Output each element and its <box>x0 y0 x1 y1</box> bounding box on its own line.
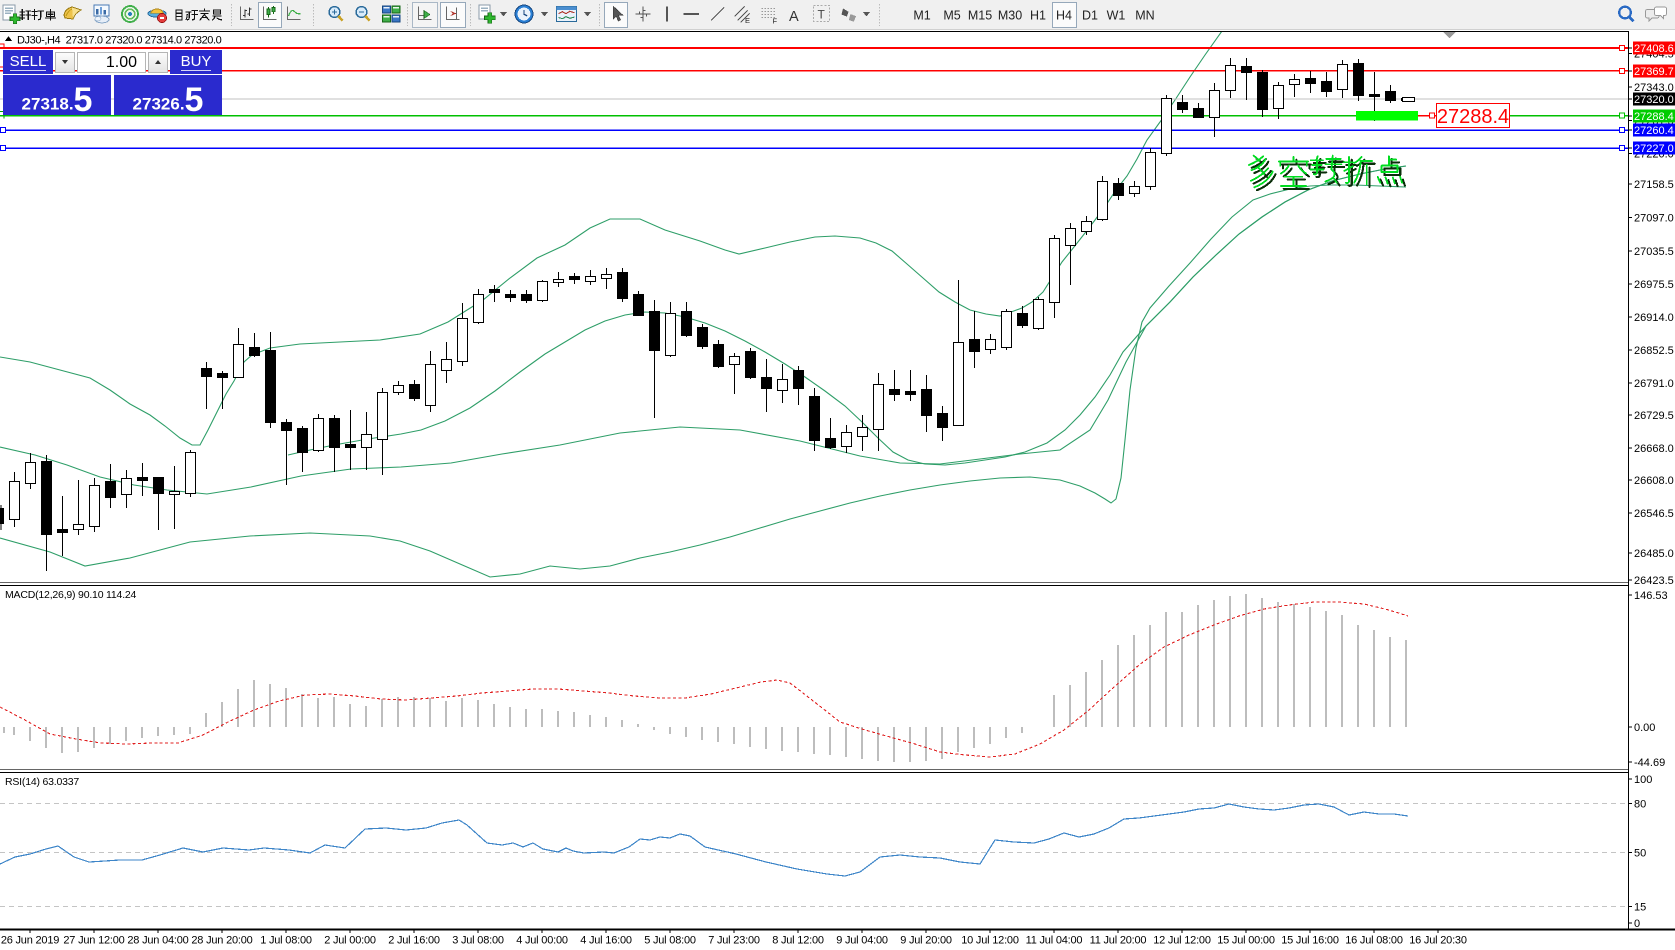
svg-text:27288.4: 27288.4 <box>1437 106 1509 128</box>
svg-text:26423.5: 26423.5 <box>1634 575 1674 587</box>
svg-text:28 Jun 20:00: 28 Jun 20:00 <box>191 935 252 947</box>
svg-text:12 Jul 12:00: 12 Jul 12:00 <box>1153 935 1211 947</box>
svg-text:M15: M15 <box>968 9 992 23</box>
svg-text:A: A <box>789 9 799 25</box>
svg-text:26485.0: 26485.0 <box>1634 548 1674 560</box>
svg-text:11 Jul 20:00: 11 Jul 20:00 <box>1090 935 1147 947</box>
svg-text:W1: W1 <box>1107 9 1126 23</box>
svg-text:T: T <box>818 8 826 22</box>
svg-text:27227.0: 27227.0 <box>1634 143 1674 155</box>
svg-text:27097.0: 27097.0 <box>1634 212 1674 224</box>
svg-text:27320.0: 27320.0 <box>1634 94 1674 106</box>
svg-text:15 Jul 00:00: 15 Jul 00:00 <box>1217 935 1275 947</box>
svg-text:27369.7: 27369.7 <box>1634 66 1674 78</box>
svg-text:16 Jul 20:30: 16 Jul 20:30 <box>1409 935 1467 947</box>
svg-text:9 Jul 20:00: 9 Jul 20:00 <box>900 935 952 947</box>
svg-text:2 Jul 00:00: 2 Jul 00:00 <box>324 935 376 947</box>
svg-text:28 Jun 04:00: 28 Jun 04:00 <box>127 935 188 947</box>
svg-text:5 Jul 08:00: 5 Jul 08:00 <box>644 935 696 947</box>
svg-text:4 Jul 00:00: 4 Jul 00:00 <box>516 935 568 947</box>
svg-text:26729.5: 26729.5 <box>1634 410 1674 422</box>
svg-text:E: E <box>745 16 750 25</box>
svg-text:M5: M5 <box>943 9 960 23</box>
svg-text:27158.5: 27158.5 <box>1634 179 1674 191</box>
svg-text:MN: MN <box>1135 9 1154 23</box>
svg-text:27035.5: 27035.5 <box>1634 246 1674 258</box>
svg-text:50: 50 <box>1634 848 1646 860</box>
svg-text:26791.0: 26791.0 <box>1634 378 1674 390</box>
svg-text:11 Jul 04:00: 11 Jul 04:00 <box>1026 935 1083 947</box>
svg-text:26668.0: 26668.0 <box>1634 443 1674 455</box>
svg-text:DJ30-,H4 27317.0 27320.0 2731: DJ30-,H4 27317.0 27320.0 27314.0 27320.0 <box>17 35 222 47</box>
svg-text:9 Jul 04:00: 9 Jul 04:00 <box>836 935 888 947</box>
svg-text:H1: H1 <box>1030 9 1046 23</box>
svg-text:27 Jun 12:00: 27 Jun 12:00 <box>63 935 124 947</box>
svg-text:26 Jun 2019: 26 Jun 2019 <box>1 935 59 947</box>
svg-text:1 Jul 08:00: 1 Jul 08:00 <box>260 935 312 947</box>
svg-text:7 Jul 23:00: 7 Jul 23:00 <box>708 935 760 947</box>
svg-text:10 Jul 12:00: 10 Jul 12:00 <box>961 935 1019 947</box>
svg-text:M1: M1 <box>913 9 930 23</box>
svg-text:100: 100 <box>1634 774 1652 786</box>
svg-text:27288.4: 27288.4 <box>1634 111 1674 123</box>
svg-text:26608.0: 26608.0 <box>1634 475 1674 487</box>
svg-text:4 Jul 16:00: 4 Jul 16:00 <box>580 935 632 947</box>
svg-text:27343.0: 27343.0 <box>1634 82 1674 94</box>
svg-text:26852.5: 26852.5 <box>1634 345 1674 357</box>
svg-text:27408.6: 27408.6 <box>1634 43 1674 55</box>
svg-text:80: 80 <box>1634 799 1646 811</box>
svg-text:3 Jul 08:00: 3 Jul 08:00 <box>452 935 504 947</box>
svg-text:26546.5: 26546.5 <box>1634 508 1674 520</box>
svg-text:H4: H4 <box>1056 9 1072 23</box>
svg-text:16 Jul 08:00: 16 Jul 08:00 <box>1345 935 1403 947</box>
svg-text:15: 15 <box>1634 902 1646 914</box>
svg-text:26975.5: 26975.5 <box>1634 279 1674 291</box>
svg-text:2 Jul 16:00: 2 Jul 16:00 <box>388 935 440 947</box>
svg-text:26914.0: 26914.0 <box>1634 312 1674 324</box>
svg-text:MACD(12,26,9) 90.10 114.24: MACD(12,26,9) 90.10 114.24 <box>5 589 137 601</box>
svg-text:8 Jul 12:00: 8 Jul 12:00 <box>772 935 824 947</box>
svg-text:-44.69: -44.69 <box>1634 757 1665 769</box>
svg-text:27260.4: 27260.4 <box>1634 125 1674 137</box>
svg-text:M30: M30 <box>998 9 1022 23</box>
svg-text:15 Jul 16:00: 15 Jul 16:00 <box>1281 935 1339 947</box>
svg-text:0.00: 0.00 <box>1634 722 1655 734</box>
svg-text:D1: D1 <box>1082 9 1098 23</box>
svg-text:146.53: 146.53 <box>1634 590 1668 602</box>
svg-text:RSI(14) 63.0337: RSI(14) 63.0337 <box>5 776 79 788</box>
svg-text:0: 0 <box>1634 918 1640 930</box>
svg-text:F: F <box>773 17 778 26</box>
